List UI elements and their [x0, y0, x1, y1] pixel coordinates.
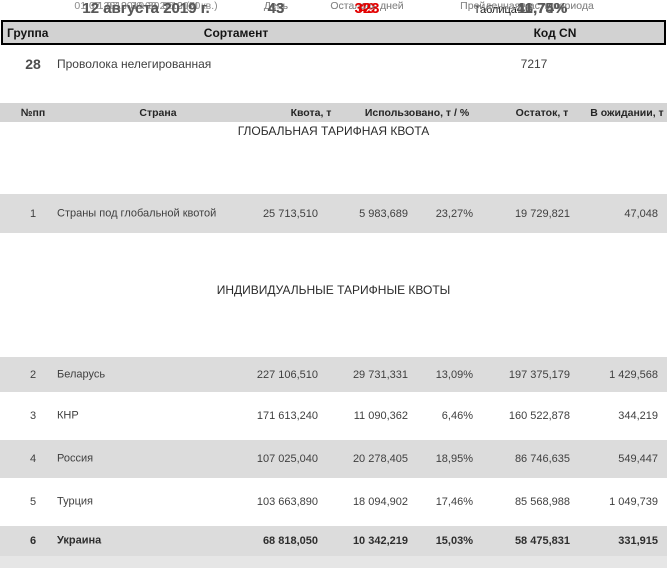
quota-columns-header-row: №пп Страна Квота, т Использовано, т / % … [0, 103, 667, 122]
column-header-quota: Квота, т [290, 106, 332, 119]
country-cell: Россия [57, 452, 94, 465]
used-tons-cell: 29 731,331 [352, 368, 408, 381]
used-percent-cell: 6,46% [441, 410, 473, 422]
product-cn-code: 7217 [520, 57, 548, 71]
pending-cell: 47,048 [624, 207, 658, 220]
table-number-label: Таблица 12 [473, 4, 533, 16]
period-range-label: 01.07.2019-30.06.2020 [91, 0, 201, 12]
column-header-sortament: Сортамент [203, 25, 269, 40]
table-row: 6 Украина 68 818,050 10 342,219 15,03% 5… [0, 526, 667, 556]
table-row: 1 Страны под глобальной квотой 25 713,51… [0, 194, 667, 233]
column-header-cn-code: Код CN [533, 25, 577, 40]
pending-cell: 344,219 [618, 410, 658, 422]
used-percent-cell: 18,95% [435, 453, 473, 465]
pending-cell: 1 049,739 [609, 496, 658, 508]
product-row: 28 Проволока нелегированная 7217 [0, 52, 667, 76]
used-percent-cell: 15,03% [435, 535, 473, 547]
used-tons-cell: 11 090,362 [353, 410, 408, 422]
product-header-row: Группа Сортамент Код CN [1, 20, 666, 45]
used-tons-cell: 18 094,902 [352, 496, 408, 508]
day-value: 43 [267, 0, 285, 17]
quota-cell: 171 613,240 [256, 410, 318, 422]
country-cell: Беларусь [57, 368, 106, 381]
product-group-number: 28 [25, 56, 41, 72]
product-name: Проволока нелегированная [57, 57, 212, 71]
row-number-cell: 5 [29, 496, 37, 508]
column-header-group: Группа [7, 25, 49, 40]
pending-cell: 549,447 [618, 453, 658, 465]
period-range-label: 01.07.2019-30.09.2019 (III кв.) [74, 0, 218, 12]
elapsed-value: 46,74% [516, 0, 568, 17]
row-number-cell: 4 [29, 453, 37, 465]
table-row: 4 Россия 107 025,040 20 278,405 18,95% 8… [0, 440, 667, 478]
table-row: 5 Турция 103 663,890 18 094,902 17,46% 8… [0, 478, 667, 526]
quota-cell: 103 663,890 [256, 496, 318, 508]
remainder-cell: 86 746,635 [514, 453, 570, 465]
days-left-label: Осталось дней [330, 0, 404, 12]
elapsed-label: Пройденная часть периода [460, 0, 594, 12]
current-date-value: 12 августа 2019 г. [82, 0, 210, 17]
quota-cell: 227 106,510 [256, 368, 318, 381]
column-header-num: №пп [20, 106, 46, 119]
remainder-cell: 160 522,878 [508, 410, 570, 422]
column-header-remainder: Остаток, т [515, 106, 569, 119]
table-row: 3 КНР 171 613,240 11 090,362 6,46% 160 5… [0, 392, 667, 440]
used-percent-cell: 23,27% [435, 207, 473, 220]
row-number-cell: 2 [29, 368, 37, 381]
elapsed-label: Пройденная часть периода [460, 0, 594, 12]
country-cell: Украина [57, 534, 102, 547]
used-percent-cell: 17,46% [435, 496, 473, 508]
days-left-value: 323 [354, 0, 380, 17]
elapsed-value: 11,75% [516, 0, 568, 17]
row-number-cell: 3 [29, 410, 37, 422]
section-title-individual: ИНДИВИДУАЛЬНЫЕ ТАРИФНЫЕ КВОТЫ [216, 283, 451, 297]
bottom-row-strip [0, 556, 667, 568]
days-left-value: 49 [358, 0, 376, 17]
day-label: День [263, 0, 289, 12]
row-number-cell: 1 [29, 207, 37, 220]
quota-cell: 25 713,510 [262, 207, 318, 220]
country-cell: КНР [57, 409, 79, 422]
table-row: 2 Беларусь 227 106,510 29 731,331 13,09%… [0, 357, 667, 392]
day-label: День [263, 0, 289, 12]
quota-cell: 107 025,040 [256, 453, 318, 465]
day-value: 43 [267, 0, 285, 17]
current-date-value: 12 августа 2019 г. [82, 0, 210, 17]
column-header-country: Страна [139, 106, 177, 119]
used-tons-cell: 20 278,405 [352, 453, 408, 465]
used-tons-cell: 5 983,689 [359, 207, 408, 220]
used-percent-cell: 13,09% [435, 368, 473, 381]
section-title-global: ГЛОБАЛЬНАЯ ТАРИФНАЯ КВОТА [237, 124, 430, 138]
pending-cell: 331,915 [618, 535, 658, 547]
remainder-cell: 19 729,821 [514, 207, 570, 220]
column-header-used: Использовано, т / % [364, 106, 470, 119]
country-cell: Страны под глобальной квотой [57, 207, 217, 220]
column-header-pending: В ожидании, т [590, 106, 664, 119]
row-number-cell: 6 [29, 535, 37, 547]
days-left-label: Осталось дней [330, 0, 404, 12]
remainder-cell: 85 568,988 [514, 496, 570, 508]
pending-cell: 1 429,568 [609, 368, 658, 381]
remainder-cell: 58 475,831 [514, 535, 570, 547]
used-tons-cell: 10 342,219 [352, 535, 408, 547]
country-cell: Турция [57, 495, 93, 508]
quota-cell: 68 818,050 [262, 535, 318, 547]
remainder-cell: 197 375,179 [508, 368, 570, 381]
